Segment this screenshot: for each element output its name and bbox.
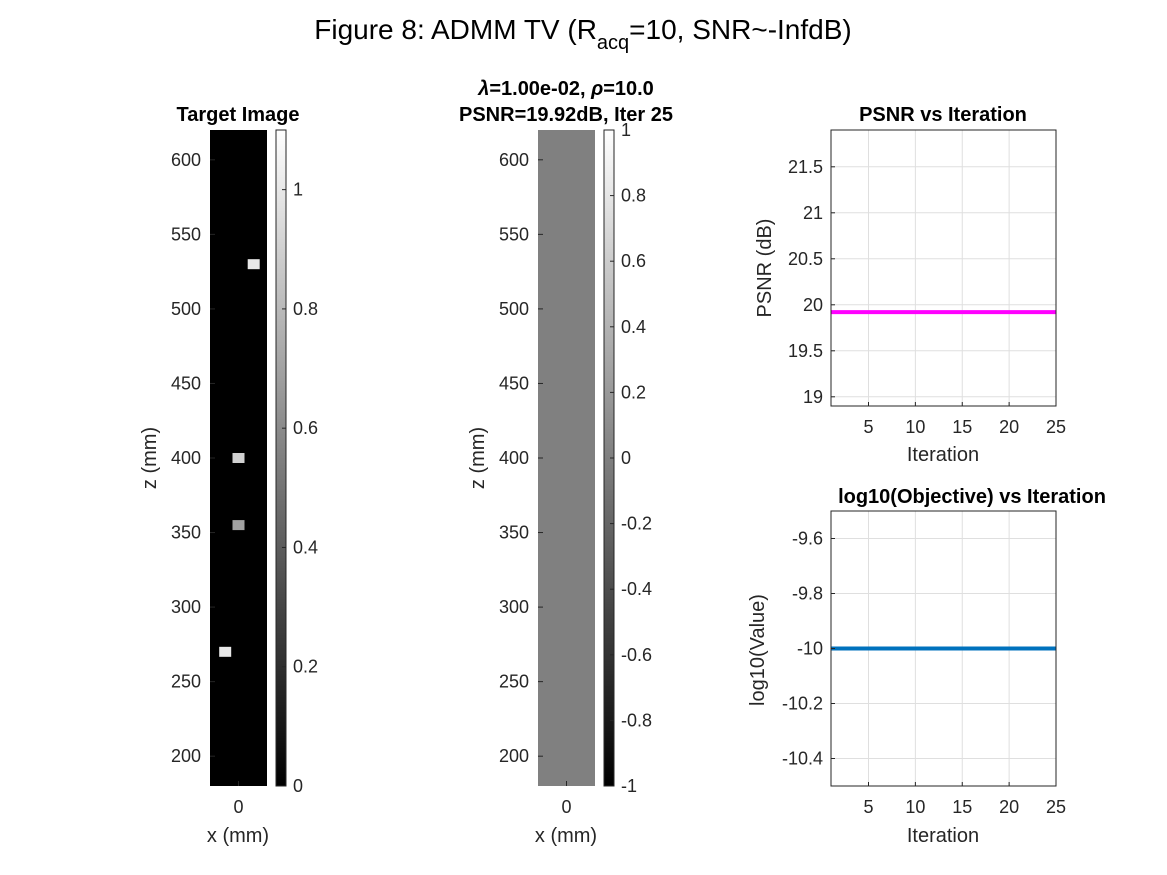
p3-ytick-label: 20 — [803, 295, 823, 315]
p2-ytick-label: 350 — [499, 523, 529, 543]
cb2-ticks-tick-label: 0.4 — [621, 317, 646, 337]
p2-ytick-label: 250 — [499, 672, 529, 692]
cb2-ticks-tick-label: 0.8 — [621, 186, 646, 206]
target-point-2 — [232, 453, 245, 463]
p4-xtick-label: 15 — [952, 797, 972, 817]
objective-plot-ylabel: log10(Value) — [747, 594, 769, 706]
target-point-1 — [247, 259, 260, 270]
objective-plot-panel: log10(Objective) vs Iteration -10.4 -10.2… — [747, 486, 1106, 847]
p2-ytick-label: 600 — [499, 150, 529, 170]
p4-ytick-label: -10 — [797, 639, 823, 659]
p3-xtick-label: 15 — [952, 417, 972, 437]
p3-xtick-label: 20 — [999, 417, 1019, 437]
p1-ytick-label: 450 — [171, 373, 201, 393]
cb1-ticks-tick-label: 0.2 — [293, 657, 318, 677]
psnr-plot-area — [831, 130, 1056, 406]
p1-ytick-label: 400 — [171, 448, 201, 468]
reconstruction-xlabel: x (mm) — [535, 825, 597, 847]
p3-xtick-label: 25 — [1046, 417, 1066, 437]
objective-plot-xlabel: Iteration — [907, 825, 979, 847]
p2-ytick-label: 500 — [499, 299, 529, 319]
cb2-ticks-tick-label: -0.8 — [621, 710, 652, 730]
target-image-title: Target Image — [177, 104, 300, 126]
cb1-ticks-tick-label: 0 — [293, 776, 303, 796]
target-point-4 — [219, 646, 232, 657]
cb1-ticks-tick-label: 0.8 — [293, 299, 318, 319]
psnr-plot-xlabel: Iteration — [907, 444, 979, 466]
p1-ytick-label: 500 — [171, 299, 201, 319]
cb1-ticks-tick-label: 0.4 — [293, 537, 318, 557]
p4-ytick-label: -9.6 — [792, 529, 823, 549]
p4-xtick-label: 10 — [905, 797, 925, 817]
cb2-ticks-tick-label: 0.2 — [621, 382, 646, 402]
p2-ytick-label: 300 — [499, 597, 529, 617]
p2-ytick-label: 450 — [499, 373, 529, 393]
psnr-plot-title: PSNR vs Iteration — [859, 104, 1027, 126]
figure-title: Figure 8: ADMM TV (Racq=10, SNR~-InfdB) — [314, 14, 851, 54]
p4-ytick-label: -9.8 — [792, 584, 823, 604]
target-image-ylabel: z (mm) — [139, 427, 161, 489]
cb2-ticks-tick-label: 0.6 — [621, 251, 646, 271]
reconstruction-title-line2: PSNR=19.92dB, Iter 25 — [459, 104, 673, 126]
cb2-ticks-tick-label: 0 — [621, 448, 631, 468]
target-image-xlabel: x (mm) — [207, 825, 269, 847]
p1-xtick-label: 0 — [233, 797, 243, 817]
p3-xtick-label: 5 — [863, 417, 873, 437]
p1-ytick-label: 600 — [171, 150, 201, 170]
psnr-plot-ylabel: PSNR (dB) — [754, 219, 776, 318]
target-point-3 — [232, 520, 245, 531]
p3-ytick-label: 19 — [803, 387, 823, 407]
p4-xtick-label: 25 — [1046, 797, 1066, 817]
p2-xtick-label: 0 — [561, 797, 571, 817]
p4-xtick-label: 20 — [999, 797, 1019, 817]
cb2-ticks-tick-label: -0.6 — [621, 645, 652, 665]
cb1-ticks-tick-label: 1 — [293, 180, 303, 200]
p1-ytick-label: 250 — [171, 672, 201, 692]
cb2-ticks-tick-label: 1 — [621, 120, 631, 140]
reconstruction-image-area — [538, 130, 595, 786]
p4-xtick-label: 5 — [863, 797, 873, 817]
objective-plot-title: log10(Objective) vs Iteration — [838, 486, 1106, 508]
p4-ytick-label: -10.2 — [782, 694, 823, 714]
p2-ytick-label: 200 — [499, 746, 529, 766]
p1-ytick-label: 550 — [171, 224, 201, 244]
p1-ytick-label: 300 — [171, 597, 201, 617]
p3-ytick-label: 19.5 — [788, 341, 823, 361]
target-colorbar — [275, 129, 287, 787]
psnr-plot-panel: PSNR vs Iteration 19 19.5 20 20.5 21 21.5 5 10… — [754, 104, 1066, 466]
target-image-panel: Target Image 200 250 300 350 400 450 500 550 600… — [139, 104, 318, 847]
reconstruction-title-line1: λ=1.00e-02, ρ=10.0 — [477, 78, 654, 100]
reconstruction-panel: λ=1.00e-02, ρ=10.0 PSNR=19.92dB, Iter 25… — [459, 78, 673, 847]
p1-ytick-label: 200 — [171, 746, 201, 766]
p2-ytick-label: 550 — [499, 224, 529, 244]
p2-ytick-label: 400 — [499, 448, 529, 468]
cb2-ticks-tick-label: -1 — [621, 776, 637, 796]
p3-xtick-label: 10 — [905, 417, 925, 437]
p4-ytick-label: -10.4 — [782, 749, 823, 769]
p1-ytick-label: 350 — [171, 523, 201, 543]
cb2-ticks-tick-label: -0.2 — [621, 514, 652, 534]
p3-ytick-label: 21.5 — [788, 157, 823, 177]
cb2-ticks-tick-label: -0.4 — [621, 579, 652, 599]
p3-ytick-label: 20.5 — [788, 249, 823, 269]
reconstruction-ylabel: z (mm) — [467, 427, 489, 489]
cb1-ticks-tick-label: 0.6 — [293, 418, 318, 438]
p3-ytick-label: 21 — [803, 203, 823, 223]
